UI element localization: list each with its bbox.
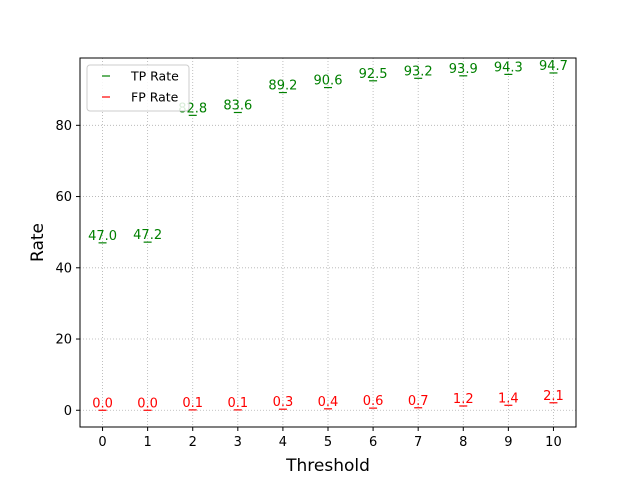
fp-rate-data-label: 0.0: [92, 396, 113, 411]
x-tick-label: 9: [504, 435, 512, 450]
y-tick-label: 40: [55, 261, 72, 276]
fp-rate-data-label: 2.1: [543, 389, 564, 404]
fp-rate-data-label: 1.2: [453, 392, 474, 407]
legend-label-fp-rate: FP Rate: [131, 90, 179, 105]
fp-rate-data-label: 0.1: [227, 396, 248, 411]
fp-rate-data-label: 0.6: [363, 394, 384, 409]
tp-rate-data-label: 94.3: [494, 60, 523, 75]
tp-rate-data-label: 94.7: [539, 59, 568, 74]
data-marks: [98, 72, 558, 411]
fp-rate-data-label: 0.0: [137, 396, 158, 411]
x-tick-label: 4: [279, 435, 287, 450]
tp-rate-data-label: 89.2: [268, 79, 297, 94]
x-tick-label: 10: [545, 435, 562, 450]
tp-rate-data-label: 93.9: [449, 62, 478, 77]
fp-rate-data-label: 0.1: [182, 396, 203, 411]
legend-box: [86, 64, 190, 112]
tp-rate-data-label: 90.6: [314, 74, 343, 89]
tp-rate-data-label: 93.2: [404, 64, 433, 79]
fp-rate-data-label: 0.3: [273, 395, 294, 410]
x-tick-label: 0: [98, 435, 106, 450]
fp-rate-data-label: 1.4: [498, 391, 519, 406]
x-tick-label: 3: [234, 435, 242, 450]
legend: TP Rate FP Rate: [86, 64, 190, 112]
y-axis-ticks: 0 20 40 60 80: [55, 119, 80, 419]
x-tick-label: 2: [189, 435, 197, 450]
tp-rate-data-label: 47.0: [88, 229, 117, 244]
x-tick-label: 7: [414, 435, 422, 450]
y-tick-label: 80: [55, 119, 72, 134]
y-tick-label: 20: [55, 333, 72, 348]
x-tick-label: 6: [369, 435, 377, 450]
x-tick-label: 5: [324, 435, 332, 450]
y-tick-label: 60: [55, 190, 72, 205]
x-axis-title: Threshold: [285, 456, 370, 476]
y-axis-title: Rate: [28, 223, 48, 262]
fp-rate-data-label: 0.7: [408, 394, 429, 409]
fp-rate-data-label: 0.4: [318, 395, 339, 410]
tp-rate-data-label: 92.5: [359, 67, 388, 82]
y-tick-label: 0: [64, 404, 72, 419]
x-tick-label: 8: [459, 435, 467, 450]
legend-label-tp-rate: TP Rate: [130, 69, 179, 84]
tp-rate-data-label: 47.2: [133, 228, 162, 243]
x-axis-ticks: 0 1 2 3 4 5 6 7 8 9 10: [98, 427, 562, 450]
x-tick-label: 1: [143, 435, 151, 450]
tp-rate-data-label: 83.6: [223, 98, 252, 113]
